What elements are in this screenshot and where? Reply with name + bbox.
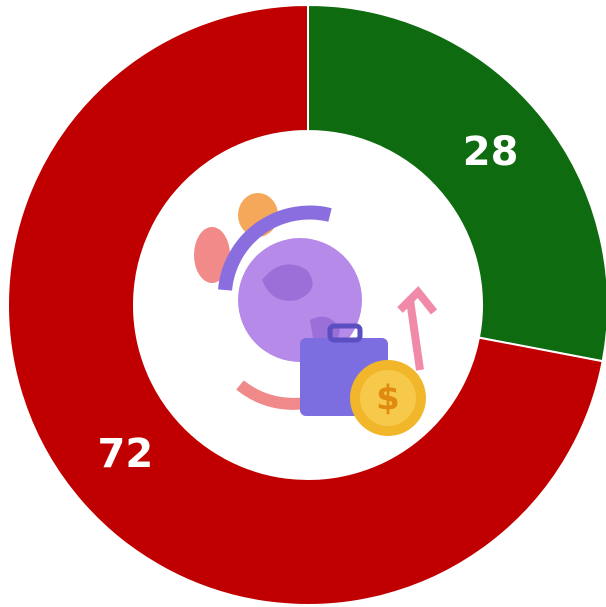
value-label: 72 xyxy=(98,431,154,477)
illustration-shape xyxy=(194,227,230,283)
illustration-arrow xyxy=(218,205,332,291)
coin-inner xyxy=(360,370,416,426)
center-illustration: $ xyxy=(134,131,482,479)
briefcase-handle xyxy=(327,323,363,343)
illustration-arrow xyxy=(397,286,438,371)
coin-symbol: $ xyxy=(376,379,400,419)
globe-land xyxy=(262,264,340,351)
value-label: 28 xyxy=(463,129,519,175)
